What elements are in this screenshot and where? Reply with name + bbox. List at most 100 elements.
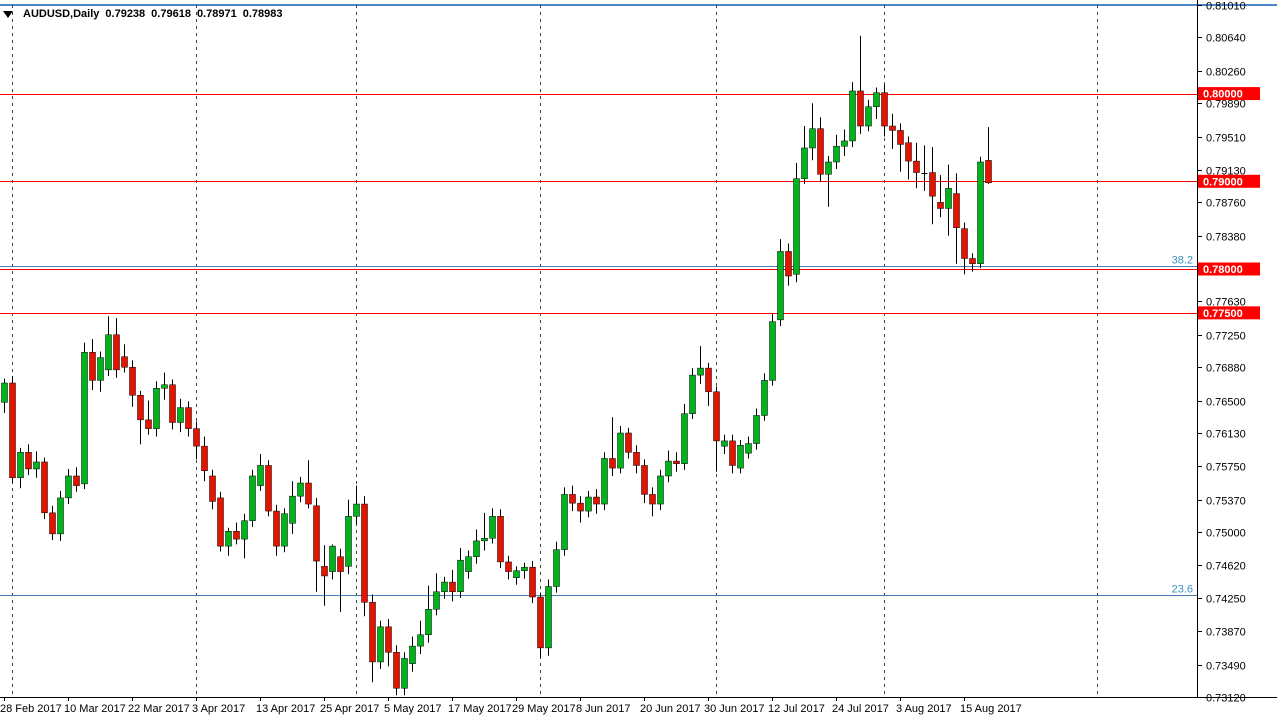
candle-bear [185, 407, 192, 429]
candle-bull [97, 357, 104, 381]
candle-bull [465, 556, 472, 572]
candle-bear [73, 475, 80, 486]
candle-bull [793, 178, 800, 275]
candle-bear [913, 160, 920, 173]
candle-bear [537, 596, 544, 649]
candle-bull [281, 513, 288, 547]
candle-bear [577, 502, 584, 512]
y-tick-label: 0.74620 [1206, 561, 1246, 573]
candle-bull [977, 161, 984, 264]
y-tick-label: 0.75750 [1206, 462, 1246, 474]
x-tick-label: 28 Feb 2017 [0, 703, 62, 715]
candle-bear [265, 465, 272, 512]
x-tick-label: 17 May 2017 [448, 703, 512, 715]
y-tick-label: 0.77250 [1206, 331, 1246, 343]
x-tick-label: 30 Jun 2017 [704, 703, 765, 715]
candle-bear [169, 384, 176, 423]
candle-bull [353, 503, 360, 517]
y-tick-label: 0.76130 [1206, 429, 1246, 441]
price-level-box [1198, 87, 1260, 101]
candle-bull [721, 440, 728, 447]
candle-bear [857, 90, 864, 127]
y-tick-label: 0.77630 [1206, 297, 1246, 309]
candle-bull [57, 497, 64, 535]
y-tick-label: 0.73490 [1206, 661, 1246, 673]
x-tick-label: 24 Jul 2017 [832, 703, 889, 715]
candle-bull [745, 443, 752, 454]
candle-bull [249, 475, 256, 521]
x-tick-label: 22 Mar 2017 [128, 703, 190, 715]
candle-bear [337, 556, 344, 572]
candle-bull [329, 545, 336, 572]
candle-bear [89, 352, 96, 381]
candle-bear [385, 626, 392, 653]
candle-bear [953, 193, 960, 229]
x-tick-label: 8 Jun 2017 [576, 703, 630, 715]
candle-bull [441, 581, 448, 593]
candle-bull [801, 147, 808, 179]
candle-bull [1, 382, 8, 403]
candle-bull [561, 494, 568, 550]
candle-bull [737, 445, 744, 469]
x-tick-label: 10 Mar 2017 [64, 703, 126, 715]
candle-bull [65, 475, 72, 499]
candle-bear [505, 561, 512, 572]
candle-bull [777, 251, 784, 321]
y-tick-label: 0.78760 [1206, 198, 1246, 210]
candle-bull [489, 516, 496, 539]
quick-trade-arrow-icon[interactable] [3, 10, 13, 18]
candle-bear [593, 496, 600, 505]
candle-bear [9, 382, 16, 478]
candle-bull [849, 90, 856, 142]
candle-bull [409, 645, 416, 664]
x-tick-label: 13 Apr 2017 [256, 703, 315, 715]
candle-bull [289, 495, 296, 524]
quote-open: 0.79238 [105, 8, 146, 20]
candle-bull [833, 145, 840, 163]
candle-bear [569, 494, 576, 504]
candle-bull [425, 609, 432, 635]
candle-bull [481, 538, 488, 542]
candle-bear [361, 503, 368, 603]
candle-bull [377, 626, 384, 663]
candle-bear [889, 125, 896, 131]
x-tick-label: 20 Jun 2017 [640, 703, 701, 715]
candle-bull [601, 458, 608, 505]
candle-bull [945, 188, 952, 209]
x-tick-label: 12 Jul 2017 [768, 703, 825, 715]
candle-bear [217, 497, 224, 547]
candle-bear [497, 516, 504, 563]
fib-label-23.6: 23.6 [1172, 584, 1193, 596]
candle-bull [297, 482, 304, 497]
candle-bear [673, 460, 680, 464]
candle-bull [521, 566, 528, 571]
candle-bull [161, 384, 168, 389]
y-tick-label: 0.76880 [1206, 363, 1246, 375]
candle-bear [321, 566, 328, 577]
candle-bull [401, 658, 408, 689]
candle-bear [137, 395, 144, 421]
candle-bull [473, 540, 480, 557]
candle-bull [433, 591, 440, 610]
candle-bear [729, 440, 736, 466]
candle-bull [177, 407, 184, 423]
candle-bull [513, 570, 520, 578]
candle-bear [193, 428, 200, 447]
y-tick-label: 0.76500 [1206, 397, 1246, 409]
candle-bear [905, 142, 912, 162]
candle-bear [625, 432, 632, 453]
price-level-box-label: 0.77500 [1203, 308, 1243, 320]
candle-bear [985, 160, 992, 184]
candle-bear [313, 505, 320, 562]
y-tick-label: 0.74250 [1206, 594, 1246, 606]
candle-bull [681, 413, 688, 464]
candle-bear [881, 92, 888, 127]
candle-bear [49, 512, 56, 535]
price-level-box [1198, 174, 1260, 188]
quote-close: 0.78983 [242, 8, 283, 20]
y-tick-label: 0.79130 [1206, 166, 1246, 178]
y-tick-label: 0.79890 [1206, 99, 1246, 111]
candle-bear [393, 652, 400, 689]
